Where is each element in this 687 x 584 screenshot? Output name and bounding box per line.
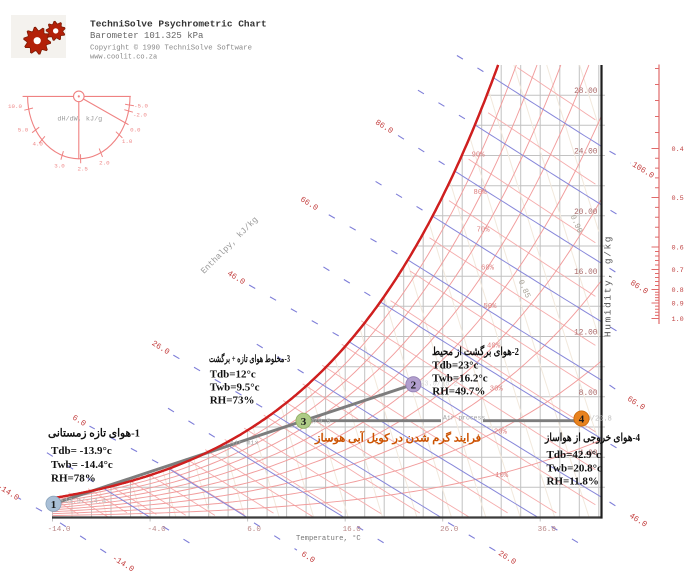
svg-text:10%: 10% xyxy=(495,472,509,480)
svg-text:3-مخلوط هوای تازه + برگشت: 3-مخلوط هوای تازه + برگشت xyxy=(209,352,290,365)
svg-text:60%: 60% xyxy=(481,265,495,273)
svg-text:2.5: 2.5 xyxy=(77,165,88,172)
svg-text:-2.0: -2.0 xyxy=(133,111,147,118)
svg-text:1-هوای تازه زمستانی: 1-هوای تازه زمستانی xyxy=(48,428,140,440)
svg-text:Tdb= -13.9°c: Tdb= -13.9°c xyxy=(51,445,112,457)
svg-text:Barometer 101.325 kPa: Barometer 101.325 kPa xyxy=(90,31,204,41)
svg-text:10.0: 10.0 xyxy=(8,103,22,110)
svg-text:Twb= -14.4°c: Twb= -14.4°c xyxy=(51,459,113,471)
svg-text:Tdb=23°c: Tdb=23°c xyxy=(432,360,478,372)
svg-text:2-هوای برگشت از محیط: 2-هوای برگشت از محیط xyxy=(432,344,519,358)
svg-text:40%: 40% xyxy=(487,343,501,351)
svg-text:فرایند گرم شدن در کویل آبی هوس: فرایند گرم شدن در کویل آبی هوساز xyxy=(314,431,481,445)
svg-text:3.0: 3.0 xyxy=(54,162,65,169)
svg-text:0.8: 0.8 xyxy=(672,287,684,295)
svg-text:23.0/16.2: 23.0/16.2 xyxy=(420,381,458,389)
svg-text:4.0: 4.0 xyxy=(32,141,43,148)
svg-text:24.00: 24.00 xyxy=(574,149,598,157)
svg-text:1: 1 xyxy=(51,499,57,511)
svg-text:42.9/20.8: 42.9/20.8 xyxy=(574,416,612,424)
svg-text:Tdb=12°c: Tdb=12°c xyxy=(210,369,256,381)
svg-text:26.0: 26.0 xyxy=(440,526,459,534)
svg-text:16.0: 16.0 xyxy=(343,526,362,534)
svg-text:8.00: 8.00 xyxy=(579,390,598,398)
svg-text:20.00: 20.00 xyxy=(574,209,598,217)
svg-text:RH=78%: RH=78% xyxy=(51,473,96,485)
svg-text:-13.9/-14.4: -13.9/-14.4 xyxy=(60,498,106,506)
svg-text:-4.0: -4.0 xyxy=(147,526,166,534)
svg-text:30%: 30% xyxy=(490,386,504,394)
svg-text:12.00: 12.00 xyxy=(574,330,598,338)
svg-text:36.0: 36.0 xyxy=(538,526,557,534)
svg-text:-14.0: -14.0 xyxy=(48,526,71,534)
svg-text:90%: 90% xyxy=(472,152,486,160)
svg-text:1.0: 1.0 xyxy=(122,138,133,145)
svg-text:RH=73%: RH=73% xyxy=(210,394,255,406)
svg-text:TechniSolve Psychrometric Char: TechniSolve Psychrometric Chart xyxy=(90,19,267,30)
svg-text:0.5: 0.5 xyxy=(672,195,684,203)
svg-text:0.4: 0.4 xyxy=(672,146,684,154)
svg-text:0.0: 0.0 xyxy=(130,127,141,134)
svg-text:RH=49.7%: RH=49.7% xyxy=(432,386,485,398)
svg-text:Tdb=42.9°c: Tdb=42.9°c xyxy=(547,449,601,461)
svg-text:50%: 50% xyxy=(484,303,498,311)
svg-text:20%: 20% xyxy=(494,428,508,436)
svg-text:Copyright © 1990 TechniSolve: Copyright © 1990 TechniSolve Software xyxy=(90,44,252,53)
svg-text:Humidity, g/kg: Humidity, g/kg xyxy=(603,235,614,337)
svg-text:Twb=20.8°c: Twb=20.8°c xyxy=(547,463,602,475)
svg-text:dH/dW, kJ/g: dH/dW, kJ/g xyxy=(57,116,102,124)
svg-text:2: 2 xyxy=(411,379,417,391)
svg-text:Twb=16.2°c: Twb=16.2°c xyxy=(432,373,487,385)
svg-text:Twb=9.5°c: Twb=9.5°c xyxy=(210,382,260,394)
svg-text:www.coolit.co.za: www.coolit.co.za xyxy=(90,54,157,62)
svg-text:4-هوای خروجی از هواساز: 4-هوای خروجی از هواساز xyxy=(544,432,640,444)
svg-text:80%: 80% xyxy=(474,189,488,197)
svg-text:1.0: 1.0 xyxy=(672,316,684,324)
svg-text:6.0: 6.0 xyxy=(247,526,261,534)
svg-text:0.7: 0.7 xyxy=(672,267,684,275)
svg-text:2.0: 2.0 xyxy=(99,160,110,167)
svg-text:Temperature, °C: Temperature, °C xyxy=(296,534,361,543)
svg-text:16.00: 16.00 xyxy=(574,269,598,277)
svg-text:4: 4 xyxy=(579,414,585,426)
svg-text:0.9: 0.9 xyxy=(672,301,684,309)
svg-text:12.0/9.5: 12.0/9.5 xyxy=(297,419,331,427)
svg-text:-5.0: -5.0 xyxy=(134,103,148,110)
svg-text:0.6: 0.6 xyxy=(672,245,684,253)
svg-text:70%: 70% xyxy=(477,227,491,235)
svg-text:RH=11.8%: RH=11.8% xyxy=(547,476,599,488)
svg-text:5.0: 5.0 xyxy=(18,126,29,133)
svg-text:28.00: 28.00 xyxy=(574,88,598,96)
svg-text:4.00: 4.00 xyxy=(579,450,598,458)
svg-text:3: 3 xyxy=(301,416,307,428)
svg-text:Air mix: Air mix xyxy=(230,440,259,448)
svg-text:Air process: Air process xyxy=(443,415,485,422)
